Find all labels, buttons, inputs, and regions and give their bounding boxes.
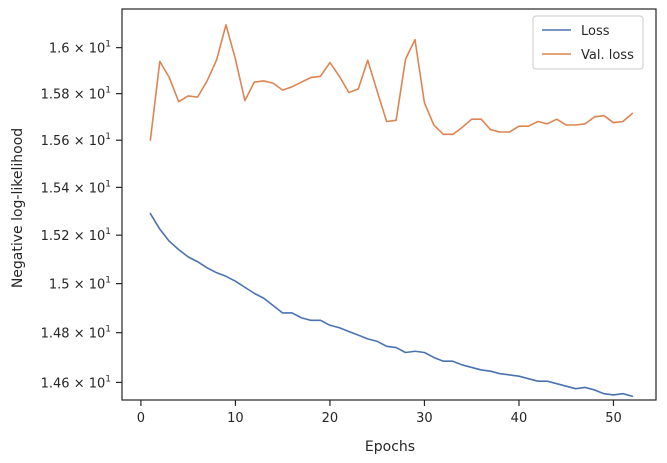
x-tick-label: 50 (605, 411, 622, 426)
y-tick-times: × 10 (70, 229, 106, 244)
y-tick-mantissa: 1.46 (41, 376, 70, 391)
y-tick-times: × 10 (70, 376, 106, 391)
y-tick-label: 1.54 × 101 (41, 179, 111, 196)
y-tick-label: 1.56 × 101 (41, 132, 111, 149)
y-tick-mantissa: 1.52 (41, 229, 70, 244)
x-tick-label: 10 (227, 411, 244, 426)
y-tick-label: 1.6 × 101 (49, 40, 111, 57)
y-tick-times: × 10 (70, 88, 106, 103)
x-tick-label: 0 (137, 411, 145, 426)
y-tick-mantissa: 1.48 (41, 327, 70, 342)
x-tick-label: 30 (416, 411, 433, 426)
y-tick-label: 1.52 × 101 (41, 227, 111, 244)
y-tick-mantissa: 1.58 (41, 88, 70, 103)
y-tick-times: × 10 (70, 134, 106, 149)
y-tick-exponent: 1 (105, 276, 111, 286)
y-axis-label: Negative log-likelihood (10, 128, 26, 288)
y-tick-exponent: 1 (105, 86, 111, 96)
series-line-val-loss (149, 24, 634, 142)
y-tick-mantissa: 1.5 (49, 278, 70, 293)
x-axis-label: Epochs (365, 439, 415, 455)
y-tick-mantissa: 1.56 (41, 134, 70, 149)
y-tick-exponent: 1 (105, 325, 111, 335)
y-tick-times: × 10 (70, 181, 106, 196)
y-tick-exponent: 1 (105, 227, 111, 237)
x-tick-label: 40 (511, 411, 528, 426)
y-tick-times: × 10 (70, 327, 106, 342)
plot-frame (121, 8, 657, 401)
y-tick-mantissa: 1.6 (49, 42, 70, 57)
y-tick-times: × 10 (70, 278, 106, 293)
y-tick-label: 1.48 × 101 (41, 325, 111, 342)
y-tick-exponent: 1 (105, 132, 111, 142)
y-tick-label: 1.5 × 101 (49, 276, 111, 293)
y-tick-label: 1.46 × 101 (41, 374, 111, 391)
y-tick-exponent: 1 (105, 40, 111, 50)
y-tick-mantissa: 1.54 (41, 181, 70, 196)
x-tick-label: 20 (322, 411, 339, 426)
legend: Loss Val. loss (532, 15, 644, 70)
series-line-loss (149, 212, 634, 398)
y-tick-times: × 10 (70, 42, 106, 57)
series-layer (149, 24, 634, 398)
y-tick-label: 1.58 × 101 (41, 86, 111, 103)
y-tick-exponent: 1 (105, 179, 111, 189)
y-tick-exponent: 1 (105, 374, 111, 384)
legend-label-loss: Loss (581, 24, 610, 39)
legend-label-val-loss: Val. loss (581, 48, 634, 63)
